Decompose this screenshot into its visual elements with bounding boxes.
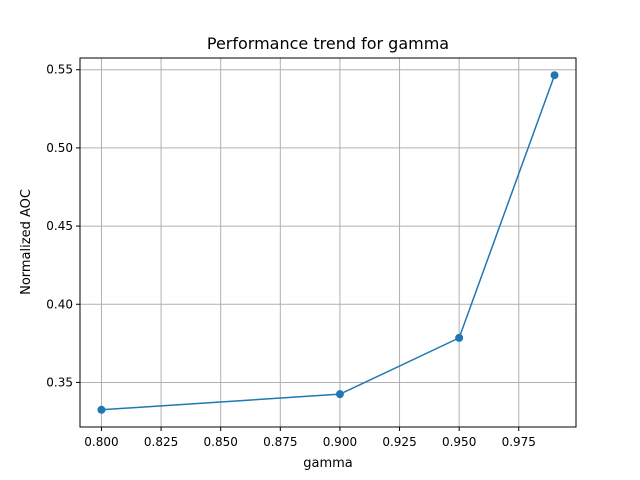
y-tick-label: 0.50 [46,141,73,155]
y-tick-label: 0.45 [46,219,73,233]
x-tick-label: 0.925 [382,435,416,449]
x-tick-label: 0.950 [442,435,476,449]
x-tick-label: 0.825 [144,435,178,449]
data-point [455,333,464,342]
data-point [335,390,344,399]
data-point [97,405,106,414]
data-point [550,71,559,80]
y-tick-label: 0.55 [46,63,73,77]
y-axis-label: Normalized AOC [19,189,34,295]
x-tick-label: 0.900 [323,435,357,449]
x-tick-label: 0.975 [502,435,536,449]
x-tick-label: 0.800 [84,435,118,449]
y-tick-label: 0.35 [46,375,73,389]
x-axis: 0.800 0.825 0.850 0.875 0.900 0.925 0.950 0.975 [84,427,536,449]
series-line [101,74,556,411]
grid [80,58,576,427]
x-axis-label: gamma [303,456,353,471]
x-tick-label: 0.850 [204,435,238,449]
y-axis: 0.35 0.40 0.45 0.50 0.55 [46,63,80,389]
series-layer [97,71,559,414]
y-tick-label: 0.40 [46,297,73,311]
x-tick-label: 0.875 [263,435,297,449]
plot-frame [79,57,577,428]
chart-title: Performance trend for gamma [207,34,449,53]
